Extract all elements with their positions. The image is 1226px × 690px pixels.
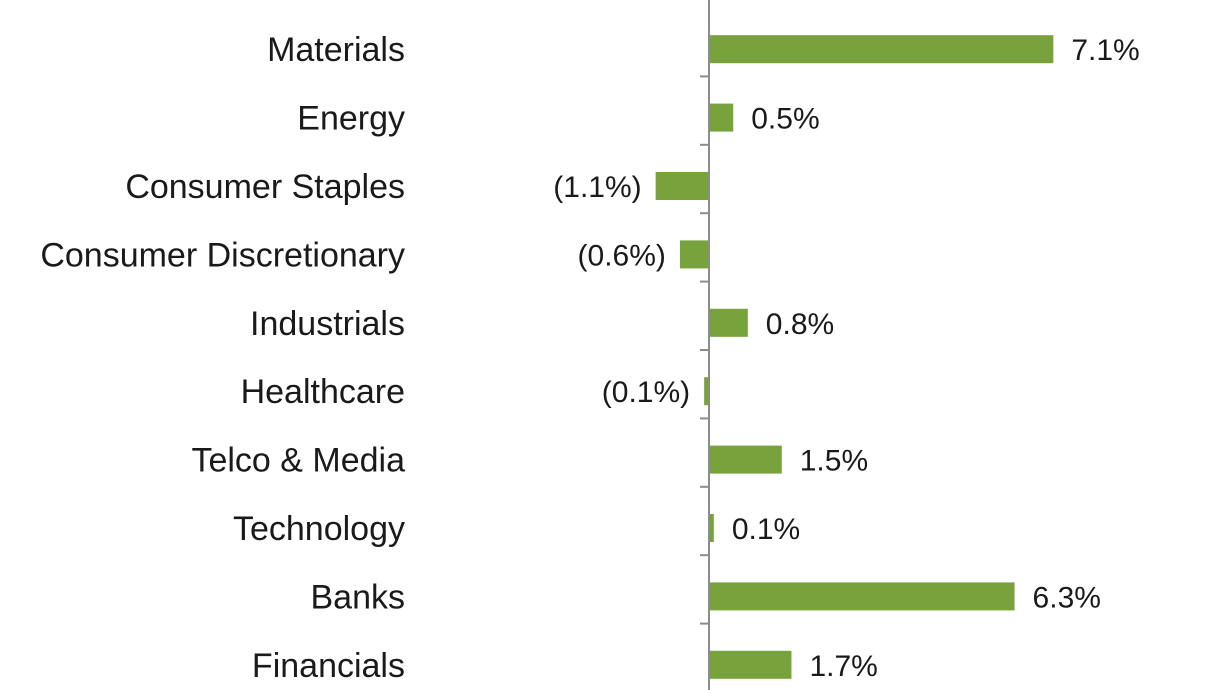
value-label: 6.3% [1033,581,1101,614]
category-label: Banks [311,578,406,616]
category-label: Telco & Media [191,442,405,480]
bar-industrials [709,308,748,337]
value-label: (0.1%) [602,376,690,409]
value-label: 0.1% [732,513,800,546]
category-label: Consumer Staples [125,168,405,206]
labels-layer: Materials 7.1% Energy 0.5% Consumer Staples (… [40,31,1139,685]
category-label: Financials [252,647,405,685]
value-label: 0.5% [751,103,819,136]
value-label: 0.8% [766,308,834,341]
category-label: Healthcare [241,373,405,411]
category-label: Technology [233,510,405,548]
category-label: Consumer Discretionary [40,236,405,274]
bar-technology [709,514,714,542]
bar-healthcare [704,377,709,406]
bar-energy [709,103,734,132]
value-label: 1.7% [809,650,877,683]
bar-consumer-staples [655,172,709,200]
value-label: 7.1% [1071,34,1139,67]
bar-materials [709,35,1054,64]
value-label: 1.5% [800,445,868,478]
bar-banks [709,582,1015,611]
bar-telco-media [709,445,782,474]
axis-layer [700,0,710,690]
bars-layer [655,35,1054,679]
bar-financials [709,650,792,679]
bar-consumer-discretionary [679,240,709,269]
category-label: Energy [297,100,405,138]
value-label: (1.1%) [553,171,641,204]
value-label: (0.6%) [578,239,666,272]
category-label: Materials [267,31,405,69]
category-label: Industrials [250,305,405,343]
